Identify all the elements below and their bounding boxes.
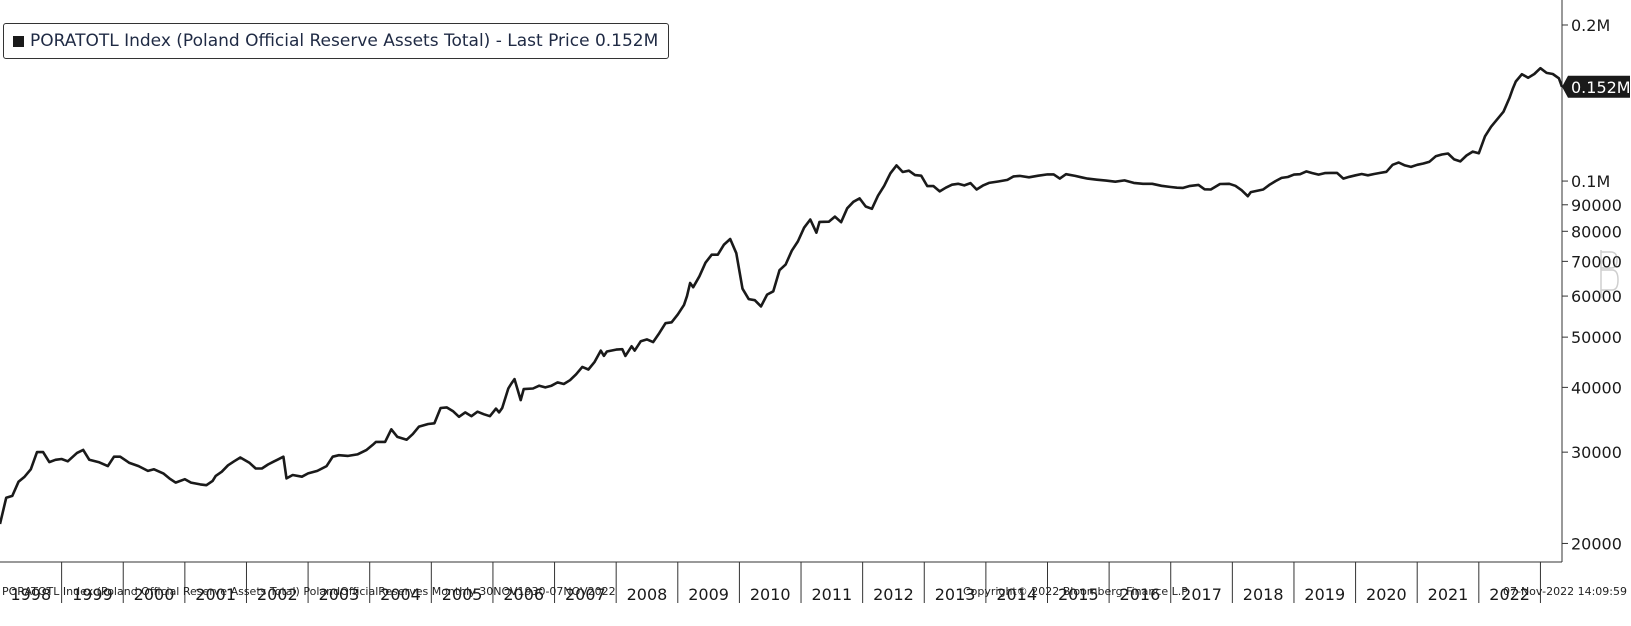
x-tick-label: 2012 — [873, 585, 914, 604]
y-tick-label: 50000 — [1571, 328, 1622, 347]
x-tick-label: 2006 — [503, 585, 544, 604]
x-tick-label: 2000 — [134, 585, 175, 604]
last-value-badge-text: 0.152M — [1571, 78, 1631, 97]
y-tick-label: 0.2M — [1571, 16, 1610, 35]
legend: PORATOTL Index (Poland Official Reserve … — [3, 23, 670, 59]
x-tick-label: 2017 — [1181, 585, 1222, 604]
y-tick-label: 0.1M — [1571, 172, 1610, 191]
x-tick-label: 2009 — [688, 585, 729, 604]
y-tick-label: 90000 — [1571, 196, 1622, 215]
series-line — [0, 66, 1564, 525]
x-tick-label: 1999 — [72, 585, 113, 604]
x-tick-label: 2016 — [1120, 585, 1161, 604]
x-tick-label: 2020 — [1366, 585, 1407, 604]
y-tick-label: 70000 — [1571, 252, 1622, 271]
x-tick-label: 2014 — [996, 585, 1037, 604]
series-layer — [0, 66, 1564, 525]
footer-timestamp: 07-Nov-2022 14:09:59 — [1502, 585, 1627, 598]
axes-layer — [0, 0, 1563, 563]
y-tick-label: 60000 — [1571, 287, 1622, 306]
x-axis-ticks: 1998 1999 2000 2001 2002 2003 2004 2005 2006 2007… — [10, 562, 1541, 604]
x-tick-label: 2002 — [257, 585, 298, 604]
legend-label: PORATOTL Index (Poland Official Reserve … — [30, 31, 659, 51]
x-tick-label: 1998 — [10, 585, 51, 604]
legend-swatch — [13, 35, 24, 47]
x-tick-label: 2008 — [627, 585, 668, 604]
x-tick-label: 2019 — [1304, 585, 1345, 604]
x-tick-label: 2003 — [319, 585, 360, 604]
y-tick-label: 20000 — [1571, 534, 1622, 553]
x-tick-label: 2010 — [750, 585, 791, 604]
last-value-badge-group: 0.152M — [1562, 75, 1631, 98]
y-tick-label: 30000 — [1571, 443, 1622, 462]
x-tick-label: 2018 — [1243, 585, 1284, 604]
y-axis-ticks: 0.2M 0.1M 90000 80000 70000 60000 50000 40000 30… — [1562, 16, 1622, 553]
x-tick-label: 2005 — [442, 585, 483, 604]
x-tick-label: 2021 — [1428, 585, 1469, 604]
x-tick-label: 2001 — [195, 585, 236, 604]
footer-source: PORATOTL Index (Poland Official Reserve … — [2, 585, 616, 598]
x-tick-label: 2022 — [1489, 585, 1530, 604]
x-tick-label: 2011 — [811, 585, 852, 604]
y-tick-label: 40000 — [1571, 378, 1622, 397]
x-tick-label: 2004 — [380, 585, 421, 604]
y-tick-label: 80000 — [1571, 222, 1622, 241]
x-tick-label: 2013 — [935, 585, 976, 604]
x-tick-label: 2007 — [565, 585, 606, 604]
x-tick-label: 2015 — [1058, 585, 1099, 604]
last-value-badge — [1562, 75, 1630, 98]
footer-copyright: Copyright© 2022 Bloomberg Finance L.P. — [963, 585, 1190, 598]
bloomberg-watermark-icon — [1600, 250, 1619, 298]
